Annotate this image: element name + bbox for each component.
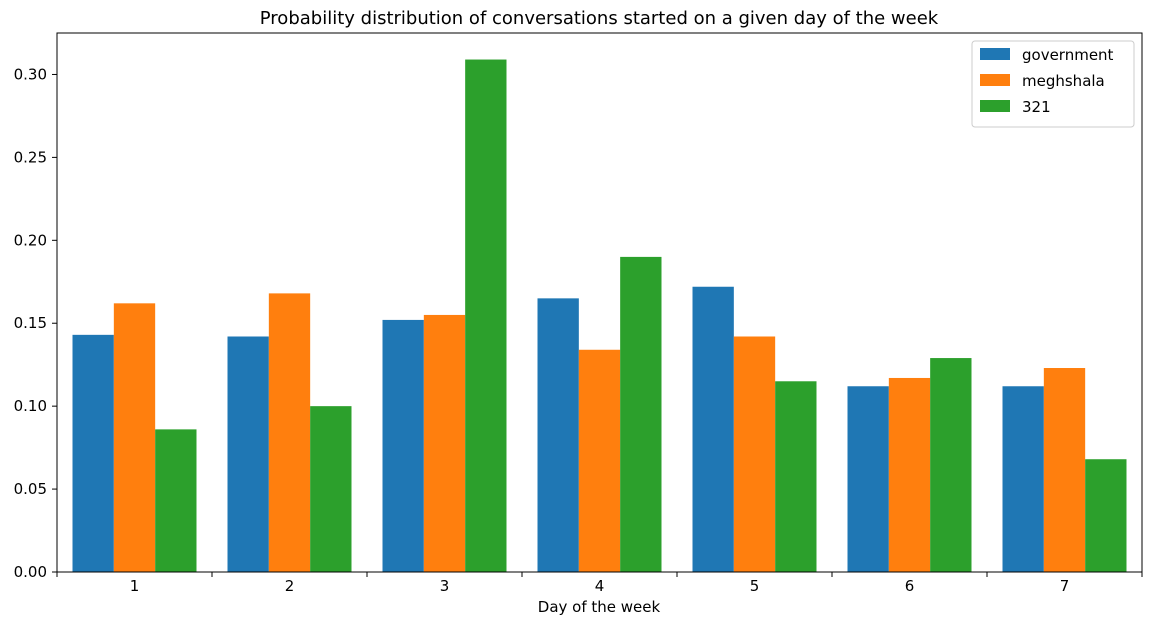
legend: government meghshala 321 (971, 40, 1135, 128)
bar-meghshala-4 (578, 349, 621, 572)
bar-321-6 (930, 358, 972, 572)
legend-swatch-government (980, 48, 1010, 60)
y-tick-label: 0.10 (14, 397, 47, 415)
bar-321-5 (775, 381, 817, 572)
x-tick-label: 6 (905, 577, 915, 595)
x-tick-label: 1 (130, 577, 140, 595)
legend-box (971, 40, 1135, 128)
x-tick-label: 5 (750, 577, 760, 595)
y-tick-label: 0.15 (14, 314, 47, 332)
bar-meghshala-1 (113, 303, 156, 572)
bar-meghshala-6 (888, 377, 931, 572)
legend-label-321: 321 (1022, 98, 1051, 116)
y-tick-label: 0.20 (14, 231, 47, 249)
x-tick-label: 2 (285, 577, 295, 595)
y-tick-label: 0.30 (14, 65, 47, 83)
bar-meghshala-5 (733, 336, 776, 572)
x-tick-label: 4 (595, 577, 605, 595)
x-tick-label: 3 (440, 577, 450, 595)
legend-label-meghshala: meghshala (1022, 72, 1105, 90)
bar-government-6 (847, 386, 889, 572)
y-tick-label: 0.05 (14, 480, 47, 498)
bar-321-4 (620, 256, 662, 572)
bar-government-4 (537, 298, 579, 572)
y-tick-label: 0.25 (14, 148, 47, 166)
bar-321-7 (1085, 459, 1127, 572)
x-axis-label: Day of the week (538, 598, 661, 616)
x-axis: 1 2 3 4 5 6 7 (56, 572, 1143, 595)
bar-government-1 (72, 334, 114, 572)
bars-layer (72, 59, 1127, 572)
bar-government-7 (1002, 386, 1044, 572)
bar-government-3 (382, 319, 424, 572)
x-tick-label: 7 (1060, 577, 1070, 595)
bar-meghshala-7 (1043, 368, 1086, 572)
bar-meghshala-3 (423, 314, 466, 572)
y-axis: 0.00 0.05 0.10 0.15 0.20 0.25 0.30 (14, 65, 57, 581)
chart-title: Probability distribution of conversation… (260, 8, 939, 29)
plot-frame (56, 32, 1143, 573)
bar-321-2 (310, 406, 352, 572)
bar-government-2 (227, 336, 269, 572)
bar-government-5 (692, 286, 734, 572)
bar-meghshala-2 (268, 293, 311, 572)
y-tick-label: 0.00 (14, 563, 47, 581)
bar-321-1 (155, 429, 197, 572)
legend-label-government: government (1022, 46, 1114, 64)
bar-321-3 (465, 59, 507, 572)
legend-swatch-321 (980, 100, 1010, 112)
legend-swatch-meghshala (980, 74, 1010, 86)
